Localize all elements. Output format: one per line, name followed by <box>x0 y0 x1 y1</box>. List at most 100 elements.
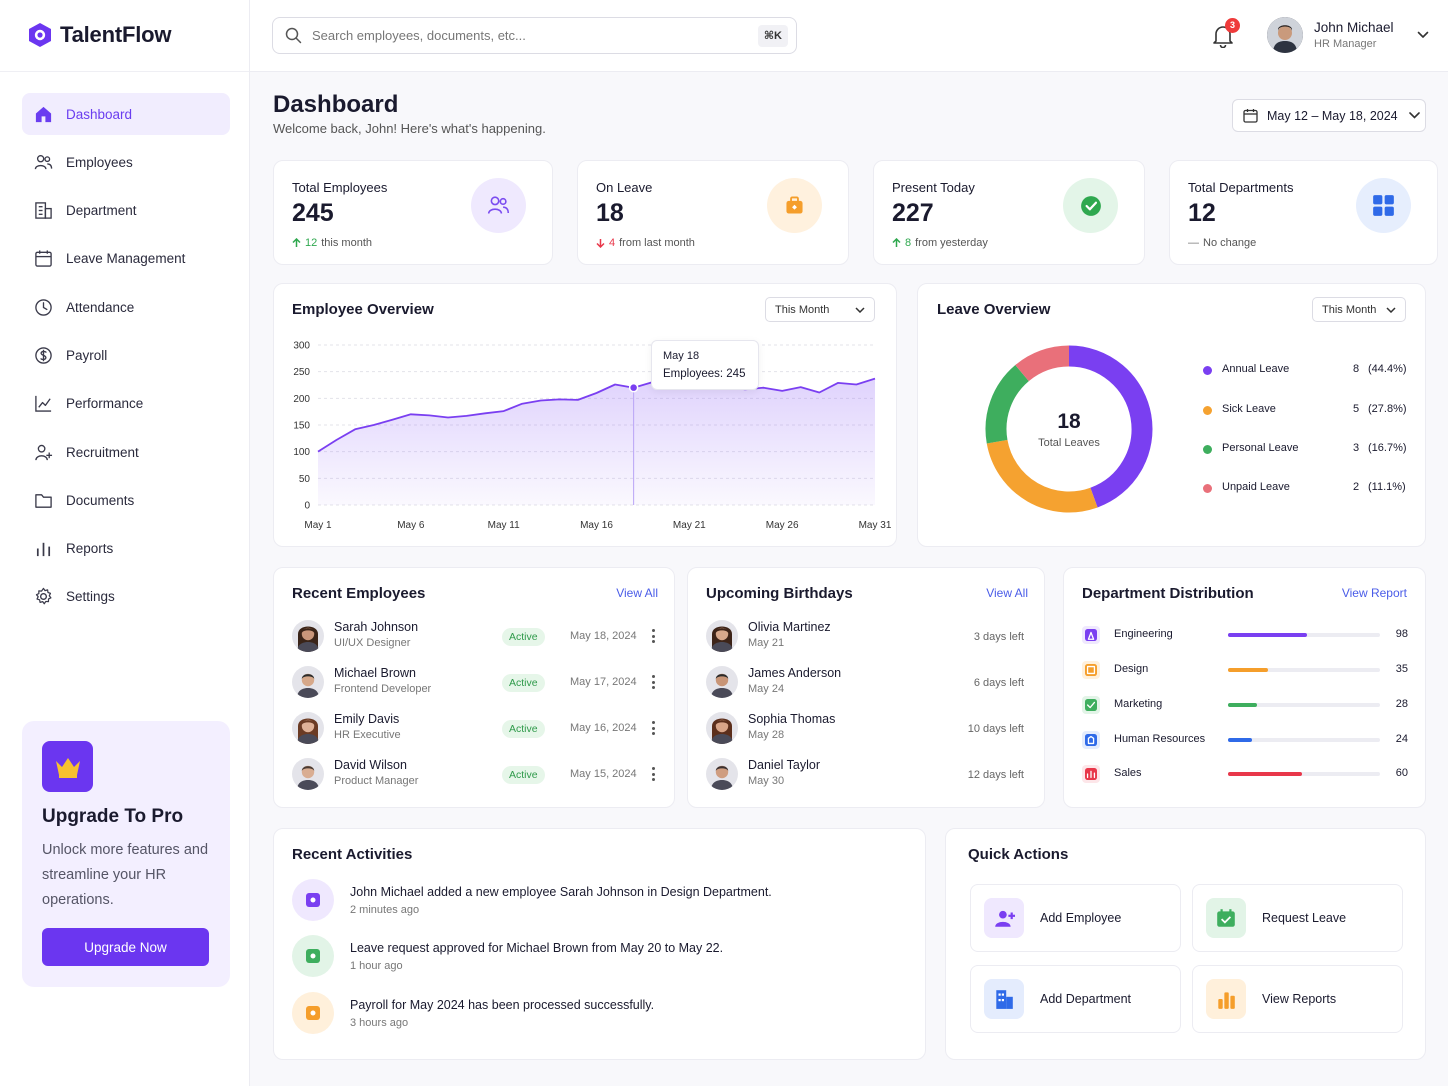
recent-activities-card: Recent Activities John Michael added a n… <box>273 828 926 1060</box>
activity-time: 1 hour ago <box>350 960 403 972</box>
legend-item: Annual Leave 8 (44.4%) <box>1203 362 1413 378</box>
stat-card-total-employees[interactable]: Total Employees 245 12 this month <box>273 160 553 265</box>
department-row[interactable]: Engineering 98 <box>1082 626 1408 646</box>
users-icon <box>487 194 510 217</box>
view-report-link[interactable]: View Report <box>1341 586 1407 600</box>
view-all-birthdays-link[interactable]: View All <box>986 586 1028 600</box>
view-all-employees-link[interactable]: View All <box>616 586 658 600</box>
upgrade-title: Upgrade To Pro <box>42 806 184 827</box>
stat-icon-wrap <box>471 178 526 233</box>
legend-item: Unpaid Leave 2 (11.1%) <box>1203 480 1413 496</box>
date-range-picker[interactable]: May 12 – May 18, 2024 <box>1232 99 1426 132</box>
employee-row[interactable]: David Wilson Product Manager Active May 15,… <box>292 756 662 792</box>
avatar <box>292 712 324 744</box>
department-name: Design <box>1114 663 1149 675</box>
birthday-row[interactable]: Daniel Taylor May 30 12 days left <box>706 756 1046 792</box>
quick-action-add-department[interactable]: Add Department <box>970 965 1181 1033</box>
sidebar-item-attendance[interactable]: Attendance <box>22 286 230 328</box>
more-options-icon[interactable] <box>652 767 655 781</box>
sidebar-item-settings[interactable]: Settings <box>22 576 230 618</box>
folder-icon <box>34 491 53 510</box>
sidebar-item-label: Dashboard <box>66 106 133 122</box>
more-options-icon[interactable] <box>652 721 655 735</box>
stat-delta-text: from yesterday <box>915 237 988 249</box>
chevron-down-icon <box>1408 112 1420 119</box>
trend-icon <box>34 394 53 413</box>
department-count: 35 <box>1395 663 1408 675</box>
stat-card-total-departments[interactable]: Total Departments 12 — No change <box>1169 160 1438 265</box>
donut-slice-sick-leave[interactable] <box>986 439 1098 513</box>
sidebar-item-dashboard[interactable]: Dashboard <box>22 93 230 135</box>
area-fill <box>318 373 875 505</box>
department-title: Department Distribution <box>1082 585 1254 602</box>
quick-action-add-employee[interactable]: Add Employee <box>970 884 1181 952</box>
app-logo[interactable]: TalentFlow <box>28 22 171 48</box>
legend-name: Unpaid Leave <box>1222 481 1290 493</box>
sidebar-item-documents[interactable]: Documents <box>22 479 230 521</box>
employee-row[interactable]: Michael Brown Frontend Developer Active May… <box>292 664 662 700</box>
department-icon <box>1082 765 1100 783</box>
upgrade-text: Unlock more features and streamline your… <box>42 842 209 908</box>
avatar <box>706 666 738 698</box>
birthday-date: May 28 <box>748 729 785 741</box>
calendar-icon <box>1243 109 1258 123</box>
stat-card-on-leave[interactable]: On Leave 18 4 from last month <box>577 160 849 265</box>
legend-percent: (16.7%) <box>1368 442 1407 454</box>
sidebar-item-reports[interactable]: Reports <box>22 528 230 570</box>
birthday-name: Olivia Martinez <box>748 620 831 634</box>
legend-count: 2 <box>1353 481 1360 493</box>
sidebar-item-leave-management[interactable]: Leave Management <box>22 238 230 280</box>
donut-slice-annual-leave[interactable] <box>1068 345 1153 508</box>
department-row[interactable]: Sales 60 <box>1082 765 1408 785</box>
donut-slice-personal-leave[interactable] <box>985 365 1030 444</box>
user-menu[interactable]: John Michael HR Manager <box>1267 17 1429 53</box>
sidebar-item-payroll[interactable]: Payroll <box>22 334 230 376</box>
birthday-row[interactable]: James Anderson May 24 6 days left <box>706 664 1046 700</box>
activity-item: John Michael added a new employee Sarah … <box>292 879 892 923</box>
search-shortcut: ⌘K <box>757 25 788 47</box>
more-options-icon[interactable] <box>652 629 655 643</box>
sidebar-item-department[interactable]: Department <box>22 190 230 232</box>
search-input[interactable]: Search employees, documents, etc... ⌘K <box>272 17 797 54</box>
employee-name: Emily Davis <box>334 712 400 726</box>
employee-role: HR Executive <box>334 729 401 741</box>
quick-action-request-leave[interactable]: Request Leave <box>1192 884 1403 952</box>
legend-item: Personal Leave 3 (16.7%) <box>1203 441 1413 457</box>
birthday-name: Sophia Thomas <box>748 712 836 726</box>
department-row[interactable]: Human Resources 24 <box>1082 731 1408 751</box>
employee-overview-filter[interactable]: This Month <box>765 297 875 322</box>
page-subtitle: Welcome back, John! Here's what's happen… <box>273 121 546 136</box>
stat-delta: 12 this month <box>292 237 372 249</box>
sidebar-nav: Dashboard Employees Department Leave Manage… <box>22 93 230 624</box>
employee-overview-card: Employee Overview This Month 0 50 100 150 20… <box>273 283 897 547</box>
y-tick-label: 100 <box>293 447 310 458</box>
sidebar-item-recruitment[interactable]: Recruitment <box>22 431 230 473</box>
stat-icon-wrap <box>1356 178 1411 233</box>
leave-donut-chart <box>985 345 1153 513</box>
sidebar-item-employees[interactable]: Employees <box>22 141 230 183</box>
employee-row[interactable]: Emily Davis HR Executive Active May 16, 202… <box>292 710 662 746</box>
quick-action-view-reports[interactable]: View Reports <box>1192 965 1403 1033</box>
search-icon <box>285 27 302 44</box>
legend-name: Annual Leave <box>1222 363 1290 375</box>
hover-point[interactable] <box>628 382 639 393</box>
donut-slice-unpaid-leave[interactable] <box>1015 345 1070 382</box>
stat-card-present-today[interactable]: Present Today 227 8 from yesterday <box>873 160 1145 265</box>
sidebar-item-performance[interactable]: Performance <box>22 383 230 425</box>
employee-row[interactable]: Sarah Johnson UI/UX Designer Active May 18,… <box>292 618 662 654</box>
leave-overview-filter[interactable]: This Month <box>1312 297 1406 322</box>
grid-icon <box>1372 194 1395 217</box>
notification-button[interactable]: 3 <box>1212 18 1240 49</box>
employee-role: UI/UX Designer <box>334 637 411 649</box>
department-row[interactable]: Design 35 <box>1082 661 1408 681</box>
upgrade-button[interactable]: Upgrade Now <box>42 928 209 966</box>
department-row[interactable]: Marketing 28 <box>1082 696 1408 716</box>
more-options-icon[interactable] <box>652 675 655 689</box>
activity-time: 2 minutes ago <box>350 904 420 916</box>
birthday-row[interactable]: Olivia Martinez May 21 3 days left <box>706 618 1046 654</box>
crown-icon <box>42 741 93 792</box>
topbar: Search employees, documents, etc... ⌘K 3… <box>250 0 1448 72</box>
department-icon <box>1082 626 1100 644</box>
birthday-row[interactable]: Sophia Thomas May 28 10 days left <box>706 710 1046 746</box>
stat-value: 18 <box>596 199 624 227</box>
